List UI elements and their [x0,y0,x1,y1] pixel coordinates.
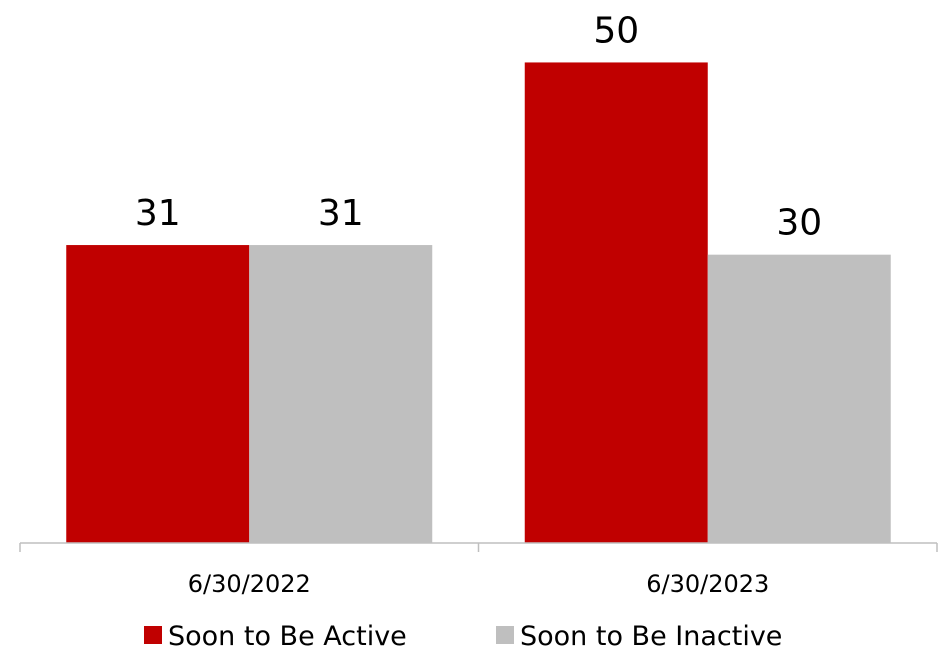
data-label: 31 [318,193,364,234]
bar-soon-to-be-inactive-2 [707,254,891,543]
x-axis: 6/30/2022 6/30/2023 [19,542,938,598]
bar-soon-to-be-inactive-1 [249,245,433,544]
legend: Soon to Be Active Soon to Be Inactive [144,621,782,652]
x-tick-label: 6/30/2022 [188,570,311,598]
bar-soon-to-be-active-1 [66,245,250,544]
data-label: 50 [593,10,639,51]
legend-swatch [496,626,514,644]
data-label: 31 [135,193,181,234]
legend-swatch [144,626,162,644]
x-tick-label: 6/30/2023 [646,570,769,598]
data-labels: 31 31 50 30 [135,10,822,243]
bar-soon-to-be-active-2 [524,62,708,543]
bars [66,62,891,544]
data-label: 30 [776,203,822,244]
legend-label: Soon to Be Inactive [520,621,782,652]
legend-label: Soon to Be Active [168,621,407,652]
